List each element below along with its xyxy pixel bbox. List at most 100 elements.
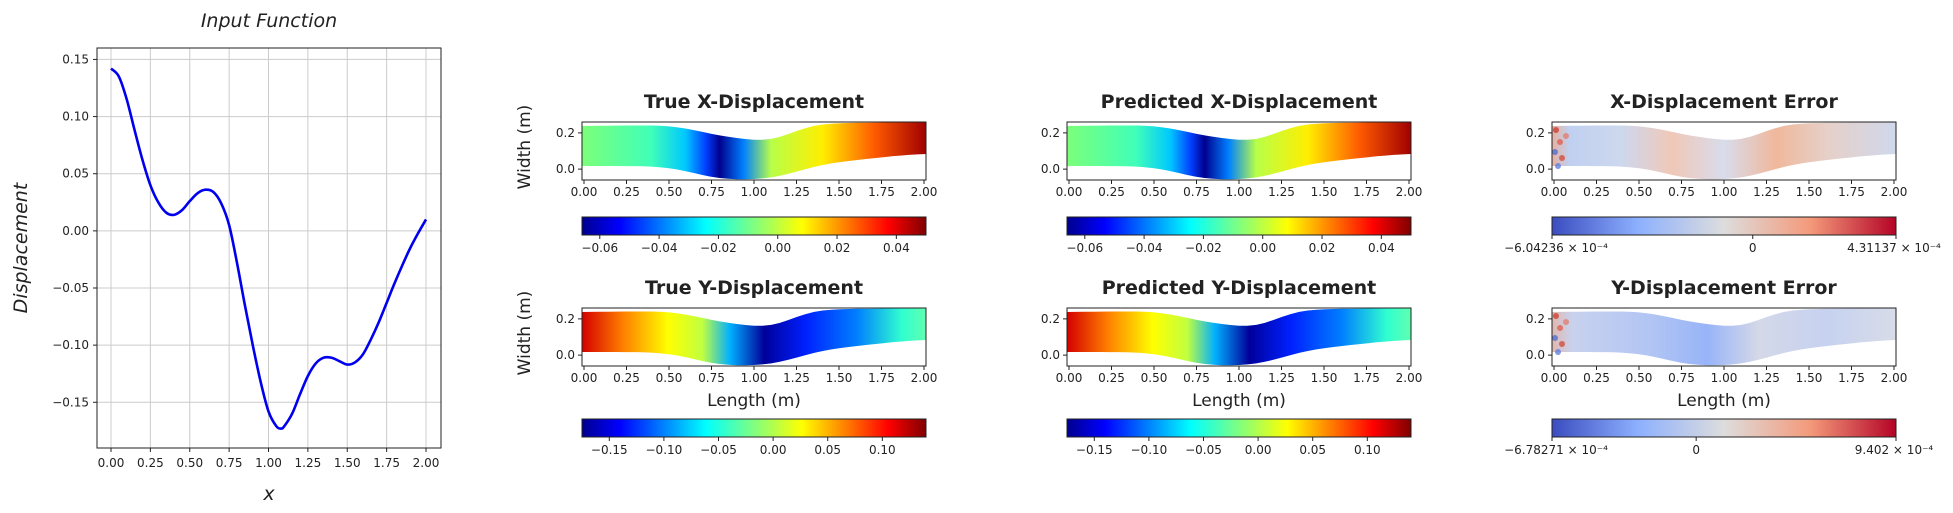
y-tick-label: 0.0 [1041,348,1060,362]
y-tick-label: 0.10 [62,110,89,124]
x-tick-label: 2.00 [1396,185,1423,199]
colorbar-tick-label: −0.06 [1066,241,1103,255]
colorbar: −0.15 −0.10 −0.05 0.00 0.05 0.10 [1066,418,1412,457]
panel-title: Predicted Y-Displacement [1102,277,1377,299]
colorbar-tick-label: 0.00 [1249,241,1276,255]
x-axis-label: Length (m) [1192,391,1286,411]
y-tick-label: 0.15 [62,52,89,66]
x-tick-label: 0.50 [176,456,203,470]
x-tick-label: 1.25 [783,185,810,199]
x-tick-label: 0.25 [613,185,640,199]
colorbar-tick-label: −0.04 [1126,241,1163,255]
colorbar-tick-label: 0.10 [1354,443,1381,457]
panel-title: True X-Displacement [644,91,864,113]
x-tick-label: 1.25 [295,456,322,470]
y-tick-label: 0.00 [62,224,89,238]
y-tick-label: −0.10 [52,338,89,352]
x-tick-label: 1.25 [1753,185,1780,199]
error-speckle [1552,149,1558,155]
heatmap-panel-predicted-y: Predicted Y-Displacement 0.00 0.25 0.50 0.75… [1041,277,1422,457]
y-tick-label: 0.2 [1041,126,1060,140]
x-tick-label: 1.75 [373,456,400,470]
error-speckle [1559,341,1565,347]
x-tick-label: 1.00 [1711,185,1738,199]
x-tick-label: 1.25 [783,371,810,385]
y-tick-label: 0.0 [1041,162,1060,176]
x-tick-label: 1.75 [1353,371,1380,385]
x-tick-label: 0.50 [656,371,683,385]
x-tick-label: 0.25 [1583,371,1610,385]
field-map [1067,308,1411,366]
colorbar-tick-label: 4.31137 × 10⁻⁴ [1847,241,1941,255]
colorbar-gradient [1551,418,1897,438]
y-tick-label: 0.2 [1526,126,1545,140]
x-tick-label: 1.50 [334,456,361,470]
x-axis-label: x [262,483,275,505]
colorbar-tick-label: 0.05 [814,443,841,457]
x-tick-label: 2.00 [911,185,938,199]
x-tick-label: 1.75 [1838,371,1865,385]
y-axis-label: Displacement [10,181,32,313]
x-tick-label: 1.00 [741,185,768,199]
x-tick-label: 1.50 [1311,185,1338,199]
chart-title: Input Function [201,10,337,32]
panel-title: Y-Displacement Error [1610,277,1837,299]
error-speckle [1552,335,1558,341]
x-tick-label: 0.00 [1056,185,1083,199]
x-tick-label: 0.50 [1141,371,1168,385]
colorbar-tick-label: −0.15 [591,443,628,457]
error-speckle [1553,313,1559,319]
colorbar-tick-label: −0.05 [1185,443,1222,457]
x-tick-label: 1.00 [1711,371,1738,385]
colorbar-tick-label: 0.10 [869,443,896,457]
panel-title: True Y-Displacement [645,277,863,299]
error-speckle [1563,133,1569,139]
error-speckle [1563,319,1569,325]
x-tick-label: 0.00 [571,371,598,385]
x-tick-label: 1.50 [1796,185,1823,199]
x-tick-label: 1.00 [1226,371,1253,385]
y-tick-label: 0.0 [1526,162,1545,176]
colorbar-tick-label: −0.10 [646,443,683,457]
colorbar: −0.06 −0.04 −0.02 0.00 0.02 0.04 [1066,216,1412,255]
x-tick-label: 2.00 [911,371,938,385]
colorbar-tick-label: −6.78271 × 10⁻⁴ [1504,443,1608,457]
x-tick-label: 1.50 [1796,371,1823,385]
x-tick-label: 1.50 [826,371,853,385]
x-tick-label: 0.75 [698,185,725,199]
heatmap-panel-true-x: True X-Displacement 0.00 0.25 0.50 0.75 1.00 1… [515,91,937,255]
x-tick-label: 0.00 [1541,371,1568,385]
series-line [110,67,428,430]
y-tick-label: 0.0 [556,348,575,362]
x-tick-label: 1.00 [255,456,282,470]
colorbar-tick-label: −0.05 [700,443,737,457]
colorbar-gradient [1551,216,1897,236]
y-tick-label: 0.2 [1526,312,1545,326]
x-tick-label: 1.75 [868,185,895,199]
heatmap-panel-predicted-x: Predicted X-Displacement 0.00 0.25 0.50 0.75… [1041,91,1422,255]
colorbar-tick-label: −0.02 [700,241,737,255]
colorbar-tick-label: −0.15 [1076,443,1113,457]
colorbar-tick-label: −6.04236 × 10⁻⁴ [1504,241,1608,255]
error-speckle [1559,155,1565,161]
error-speckle [1553,127,1559,133]
colorbar-gradient [581,216,927,236]
error-speckle [1557,325,1563,331]
heatmap-panel-true-y: True Y-Displacement 0.00 0.25 0.50 0.75 1.00 1… [515,277,937,457]
x-tick-labels: 0.00 0.25 0.50 0.75 1.00 1.25 1.50 1.75 2.00 [98,448,440,470]
y-tick-label: 0.2 [1041,312,1060,326]
colorbar-tick-label: 0.00 [764,241,791,255]
y-tick-label: 0.05 [62,167,89,181]
field-map [582,122,926,180]
x-tick-label: 0.75 [216,456,243,470]
x-tick-label: 0.50 [1141,185,1168,199]
colorbar-tick-label: 9.402 × 10⁻⁴ [1855,443,1934,457]
colorbar: −6.78271 × 10⁻⁴ 0 9.402 × 10⁻⁴ [1504,418,1934,457]
x-tick-label: 0.75 [1183,185,1210,199]
x-tick-label: 1.75 [868,371,895,385]
x-tick-label: 1.25 [1268,185,1295,199]
x-tick-label: 1.00 [741,371,768,385]
colorbar-tick-label: −0.06 [581,241,618,255]
x-tick-label: 2.00 [413,456,440,470]
